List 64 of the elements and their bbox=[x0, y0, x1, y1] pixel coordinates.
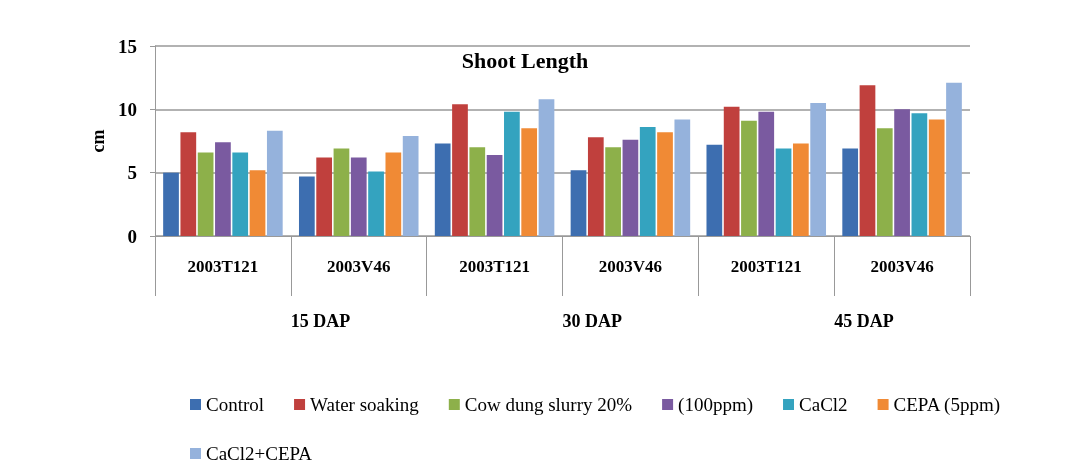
text: 30 DAP bbox=[562, 311, 622, 331]
bar bbox=[876, 128, 893, 236]
bar bbox=[215, 142, 231, 236]
bar bbox=[894, 109, 910, 236]
legend-label: (100ppm) bbox=[678, 394, 754, 416]
bar bbox=[504, 111, 520, 236]
bar bbox=[639, 127, 656, 236]
legend-label: Cow dung slurry 20% bbox=[464, 394, 633, 415]
bar bbox=[538, 99, 555, 236]
legend-label: Control bbox=[206, 394, 265, 415]
bar bbox=[350, 157, 367, 236]
bar bbox=[316, 157, 333, 236]
y-tick-label: 15 bbox=[118, 35, 137, 57]
x-tick-label: 2003T121 bbox=[459, 257, 531, 276]
bar bbox=[521, 128, 538, 236]
bar bbox=[928, 119, 945, 236]
legend-label: CEPA (5ppm) bbox=[893, 394, 1001, 416]
bar bbox=[197, 152, 214, 236]
bar bbox=[741, 120, 757, 236]
text: 15 DAP bbox=[290, 311, 351, 331]
bar bbox=[232, 152, 249, 236]
bar bbox=[486, 154, 503, 236]
x-tick-label: 2003V46 bbox=[598, 257, 663, 276]
x-tick-label: 2003T121 bbox=[730, 257, 802, 276]
bar bbox=[434, 143, 451, 236]
bar bbox=[452, 104, 468, 236]
x-tick-label: 2003V46 bbox=[870, 257, 934, 276]
text: 45 DAP bbox=[834, 311, 894, 331]
bar bbox=[469, 147, 486, 236]
x-tick-label: 2003T121 bbox=[187, 257, 259, 276]
bar bbox=[249, 170, 266, 236]
bar bbox=[723, 106, 740, 236]
bar bbox=[758, 111, 775, 236]
bar bbox=[706, 144, 723, 236]
bar bbox=[368, 171, 384, 236]
bar bbox=[402, 135, 419, 236]
y-tick-label: 10 bbox=[118, 98, 137, 120]
legend-label: CaCl2+CEPA bbox=[206, 443, 313, 464]
legend-label: CaCl2 bbox=[799, 394, 848, 415]
bar bbox=[842, 148, 859, 236]
y-axis-title: cm bbox=[88, 129, 109, 153]
bar bbox=[570, 170, 587, 236]
y-tick-label: 5 bbox=[127, 162, 137, 184]
bar bbox=[810, 103, 827, 236]
bar bbox=[775, 148, 792, 236]
bar bbox=[859, 85, 876, 236]
x-tick-label: 2003V46 bbox=[327, 257, 391, 276]
bar bbox=[674, 119, 691, 236]
bar bbox=[163, 172, 179, 236]
bar bbox=[657, 132, 673, 236]
chart-title: Shoot Length bbox=[461, 47, 589, 73]
bar bbox=[792, 143, 809, 236]
bar bbox=[946, 82, 962, 236]
legend-label: Water soaking bbox=[310, 394, 420, 415]
y-tick-label: 0 bbox=[127, 225, 137, 247]
bar bbox=[605, 147, 621, 236]
bar bbox=[298, 176, 315, 236]
bar bbox=[587, 137, 604, 236]
bar bbox=[385, 152, 402, 236]
bar bbox=[180, 132, 197, 236]
bar bbox=[622, 139, 639, 236]
bar bbox=[911, 113, 928, 236]
bar bbox=[266, 130, 283, 236]
bar bbox=[333, 148, 350, 236]
